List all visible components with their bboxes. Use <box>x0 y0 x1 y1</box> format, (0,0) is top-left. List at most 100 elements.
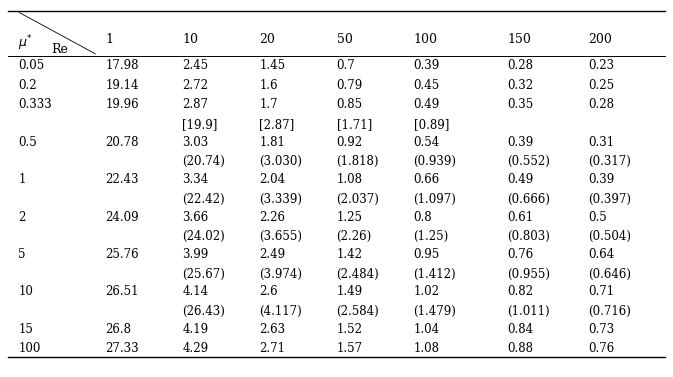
Text: $\mu^{*}$: $\mu^{*}$ <box>18 33 33 53</box>
Text: (0.955): (0.955) <box>507 267 551 280</box>
Text: (25.67): (25.67) <box>182 267 225 280</box>
Text: 27.33: 27.33 <box>105 342 139 355</box>
Text: 0.49: 0.49 <box>507 173 534 186</box>
Text: 0.76: 0.76 <box>507 248 534 261</box>
Text: 1.45: 1.45 <box>259 60 285 72</box>
Text: 1.57: 1.57 <box>336 342 363 355</box>
Text: 5: 5 <box>18 248 26 261</box>
Text: 0.28: 0.28 <box>588 98 614 111</box>
Text: 0.35: 0.35 <box>507 98 534 111</box>
Text: (3.030): (3.030) <box>259 155 302 168</box>
Text: 2.6: 2.6 <box>259 285 278 299</box>
Text: 10: 10 <box>182 33 199 46</box>
Text: 2.26: 2.26 <box>259 211 285 224</box>
Text: 3.66: 3.66 <box>182 211 209 224</box>
Text: 20: 20 <box>259 33 275 46</box>
Text: (2.037): (2.037) <box>336 193 380 205</box>
Text: 0.82: 0.82 <box>507 285 534 299</box>
Text: (0.552): (0.552) <box>507 155 551 168</box>
Text: 0.95: 0.95 <box>414 248 440 261</box>
Text: 200: 200 <box>588 33 612 46</box>
Text: (20.74): (20.74) <box>182 155 225 168</box>
Text: 1.02: 1.02 <box>414 285 439 299</box>
Text: [1.71]: [1.71] <box>336 118 371 131</box>
Text: 0.333: 0.333 <box>18 98 52 111</box>
Text: (1.097): (1.097) <box>414 193 456 205</box>
Text: (1.011): (1.011) <box>507 305 550 318</box>
Text: 2.63: 2.63 <box>259 323 285 336</box>
Text: 0.61: 0.61 <box>507 211 534 224</box>
Text: 17.98: 17.98 <box>105 60 139 72</box>
Text: 150: 150 <box>507 33 531 46</box>
Text: 0.23: 0.23 <box>588 60 614 72</box>
Text: (0.716): (0.716) <box>588 305 631 318</box>
Text: 1.6: 1.6 <box>259 79 278 92</box>
Text: 2: 2 <box>18 211 26 224</box>
Text: 1.49: 1.49 <box>336 285 363 299</box>
Text: (22.42): (22.42) <box>182 193 225 205</box>
Text: (1.818): (1.818) <box>336 155 379 168</box>
Text: 1.81: 1.81 <box>259 136 285 149</box>
Text: 4.29: 4.29 <box>182 342 209 355</box>
Text: 0.5: 0.5 <box>18 136 37 149</box>
Text: (1.479): (1.479) <box>414 305 456 318</box>
Text: 15: 15 <box>18 323 33 336</box>
Text: 1.7: 1.7 <box>259 98 278 111</box>
Text: 0.64: 0.64 <box>588 248 614 261</box>
Text: 19.96: 19.96 <box>105 98 139 111</box>
Text: 0.54: 0.54 <box>414 136 440 149</box>
Text: 0.76: 0.76 <box>588 342 614 355</box>
Text: 3.03: 3.03 <box>182 136 209 149</box>
Text: 2.72: 2.72 <box>182 79 209 92</box>
Text: 0.45: 0.45 <box>414 79 440 92</box>
Text: 26.8: 26.8 <box>105 323 131 336</box>
Text: 0.73: 0.73 <box>588 323 614 336</box>
Text: 2.49: 2.49 <box>259 248 285 261</box>
Text: 2.04: 2.04 <box>259 173 285 186</box>
Text: 2.87: 2.87 <box>182 98 209 111</box>
Text: 3.34: 3.34 <box>182 173 209 186</box>
Text: 0.85: 0.85 <box>336 98 363 111</box>
Text: 1.42: 1.42 <box>336 248 363 261</box>
Text: 24.09: 24.09 <box>105 211 139 224</box>
Text: 0.32: 0.32 <box>507 79 534 92</box>
Text: 0.25: 0.25 <box>588 79 614 92</box>
Text: 0.84: 0.84 <box>507 323 534 336</box>
Text: 4.14: 4.14 <box>182 285 209 299</box>
Text: (0.803): (0.803) <box>507 230 551 243</box>
Text: (1.25): (1.25) <box>414 230 449 243</box>
Text: 2.71: 2.71 <box>259 342 285 355</box>
Text: 0.79: 0.79 <box>336 79 363 92</box>
Text: 1: 1 <box>105 33 113 46</box>
Text: (3.655): (3.655) <box>259 230 302 243</box>
Text: 1: 1 <box>18 173 26 186</box>
Text: 19.14: 19.14 <box>105 79 139 92</box>
Text: (2.26): (2.26) <box>336 230 371 243</box>
Text: (0.317): (0.317) <box>588 155 631 168</box>
Text: 22.43: 22.43 <box>105 173 139 186</box>
Text: (0.939): (0.939) <box>414 155 456 168</box>
Text: (3.339): (3.339) <box>259 193 302 205</box>
Text: 25.76: 25.76 <box>105 248 139 261</box>
Text: (0.646): (0.646) <box>588 267 631 280</box>
Text: 0.39: 0.39 <box>507 136 534 149</box>
Text: 1.52: 1.52 <box>336 323 363 336</box>
Text: Re: Re <box>52 43 69 55</box>
Text: (24.02): (24.02) <box>182 230 225 243</box>
Text: 1.08: 1.08 <box>336 173 363 186</box>
Text: (0.666): (0.666) <box>507 193 551 205</box>
Text: 4.19: 4.19 <box>182 323 209 336</box>
Text: 0.92: 0.92 <box>336 136 363 149</box>
Text: 3.99: 3.99 <box>182 248 209 261</box>
Text: 0.5: 0.5 <box>588 211 606 224</box>
Text: (2.584): (2.584) <box>336 305 380 318</box>
Text: [19.9]: [19.9] <box>182 118 218 131</box>
Text: 100: 100 <box>414 33 437 46</box>
Text: (26.43): (26.43) <box>182 305 225 318</box>
Text: 0.28: 0.28 <box>507 60 534 72</box>
Text: (4.117): (4.117) <box>259 305 302 318</box>
Text: 26.51: 26.51 <box>105 285 139 299</box>
Text: (3.974): (3.974) <box>259 267 302 280</box>
Text: 1.08: 1.08 <box>414 342 439 355</box>
Text: 0.05: 0.05 <box>18 60 44 72</box>
